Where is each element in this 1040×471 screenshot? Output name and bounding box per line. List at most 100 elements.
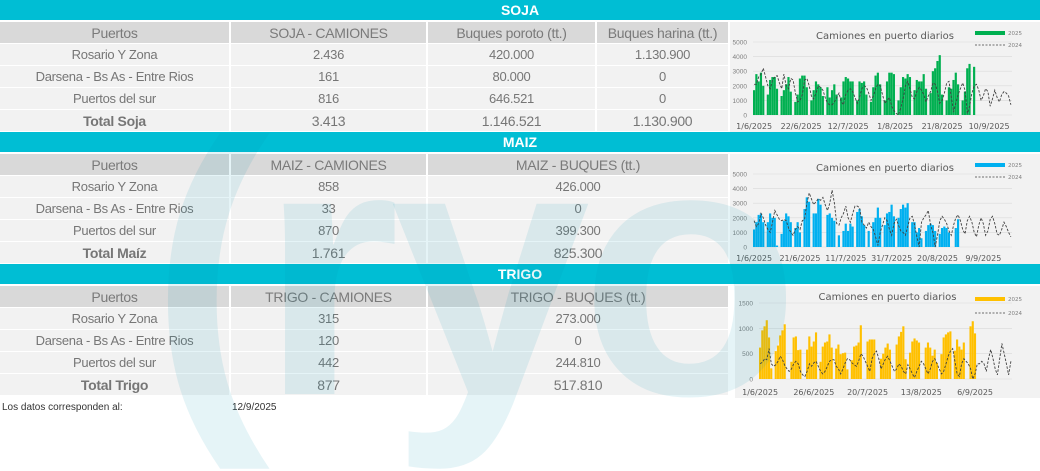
bar-2025 [799,349,802,379]
bar-2025 [947,232,951,247]
cell: 1.761 [231,242,426,263]
bar-2025 [962,342,965,379]
bar-2025 [902,326,905,379]
line-2024 [754,66,1012,116]
bar-2025 [841,353,844,379]
bar-2025 [904,78,907,115]
bar-2025 [817,198,820,247]
bar-2025 [906,74,909,115]
bar-2025 [833,84,836,115]
bar-2025 [860,216,863,247]
total-label: Total Soja [0,110,229,131]
bar-2025 [819,204,822,247]
maiz-banner: MAIZ [0,132,1040,152]
bar-2025 [757,81,760,115]
total-row: Total Trigo 877 517.810 [0,374,728,395]
legend-label-2024: 2024 [1008,43,1022,49]
bar-2025 [766,94,769,115]
bar-2025 [776,345,780,379]
bar-2025 [794,228,797,247]
bar-2025 [956,84,960,115]
bar-2025 [909,352,912,379]
cell: 399.300 [428,220,728,241]
bar-2025 [787,77,790,115]
bar-2025 [947,87,951,115]
bar-2025 [913,90,916,115]
bar-2025 [826,214,829,247]
bar-2025 [885,213,889,247]
bar-2025 [846,78,850,115]
bar-2025 [918,228,921,247]
soja-table: Puertos SOJA - CAMIONES Buques poroto (t… [0,21,730,132]
cell: 858 [231,176,426,197]
bar-2025 [767,337,771,379]
bar-2025 [844,352,847,379]
bar-2025 [863,225,866,247]
cell: 426.000 [428,176,728,197]
bar-2025 [879,84,882,115]
x-tick-label: 1/8/2025 [877,122,913,131]
bar-2025 [867,230,870,247]
bar-2025 [944,334,947,379]
bar-2025 [873,339,876,379]
bar-2025 [850,360,853,379]
bar-2025 [956,219,960,247]
bar-2025 [785,84,788,115]
bar-2025 [837,344,840,379]
port-name: Puertos del sur [0,88,229,109]
port-name: Darsena - Bs As - Entre Rios [0,330,229,351]
chart-svg: 0 1000 2000 3000 4000 5000 1/6/2025 22/6/2025 12… [733,31,1022,131]
bar-2025 [915,79,918,115]
maiz-table: Puertos MAIZ - CAMIONES MAIZ - BUQUES (t… [0,153,730,264]
cell: 120 [231,330,426,351]
bar-2025 [931,355,934,379]
bar-2025 [926,342,930,379]
bar-2025 [953,350,956,379]
bar-2025 [851,81,854,115]
cell: 816 [231,88,426,109]
bar-2025 [886,343,889,379]
bar-2025 [942,337,945,379]
port-name: Rosario Y Zona [0,308,229,329]
cell: 870 [231,220,426,241]
soja-banner: SOJA [0,0,1040,20]
bar-2025 [943,226,946,247]
header-cell: Puertos [0,22,229,43]
bar-2025 [938,233,941,247]
bar-2025 [814,213,818,247]
bar-2025 [766,222,769,247]
bar-2025 [769,79,772,115]
x-tick-label: 21/6/2025 [779,254,820,263]
bar-2025 [837,235,840,247]
x-tick-label: 26/6/2025 [793,388,834,397]
bar-2025 [819,87,822,115]
total-row: Total Maíz 1.761 825.300 [0,242,728,263]
bar-2025 [918,81,921,115]
table-row: Darsena - Bs As - Entre Rios 120 0 [0,330,728,351]
bar-2025 [872,222,875,247]
bar-2025 [790,361,793,379]
bar-2025 [960,349,963,379]
bar-2025 [958,346,961,379]
bar-2025 [757,214,760,247]
bar-2025 [904,207,907,247]
bar-2025 [798,78,802,115]
bar-2025 [952,79,955,115]
bar-2025 [936,60,939,115]
bar-2025 [973,333,977,379]
legend-label-2024: 2024 [1008,311,1022,317]
bar-2025 [779,335,782,379]
bar-2025 [865,94,868,115]
chart-svg: 0 1000 2000 3000 4000 5000 1/6/2025 21/6/2025 11… [733,163,1022,263]
line-2024 [753,190,1012,248]
legend-swatch-2025 [975,297,1005,301]
bar-2025 [890,204,893,247]
bar-2025 [969,326,972,379]
bar-2025 [833,220,836,247]
bar-2025 [755,74,758,115]
bar-2025 [915,340,918,379]
maiz-title: MAIZ [502,134,538,150]
x-tick-label: 13/8/2025 [901,388,942,397]
bar-2025 [769,213,772,247]
bar-2025 [782,220,785,247]
